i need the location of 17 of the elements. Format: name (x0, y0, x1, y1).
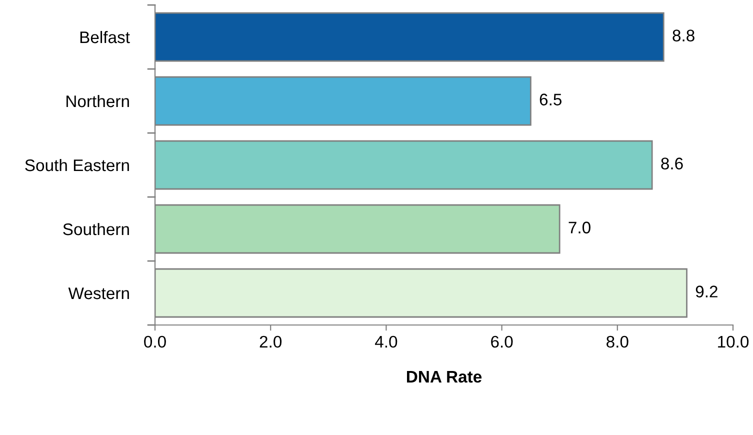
x-axis-title: DNA Rate (406, 371, 482, 383)
x-tick-label: 6.0 (491, 336, 513, 348)
x-tick-label: 0.0 (144, 336, 166, 348)
x-tick-label: 2.0 (260, 336, 282, 348)
y-tick-label: Western (68, 288, 129, 300)
data-label: 7.0 (568, 222, 590, 234)
x-tick-label: 4.0 (375, 336, 398, 348)
data-label: 8.6 (661, 158, 683, 170)
y-tick-label: Belfast (80, 30, 130, 44)
data-label: 8.8 (672, 30, 694, 42)
y-tick-label: Southern (63, 222, 129, 236)
y-tick-label: Northern (66, 94, 129, 108)
x-tick-label: 8.0 (606, 336, 628, 348)
data-label: 9.2 (696, 286, 718, 298)
y-tick-label: South Eastern (25, 158, 129, 172)
data-label: 6.5 (540, 94, 562, 106)
x-tick-label: 10.0 (718, 336, 749, 348)
